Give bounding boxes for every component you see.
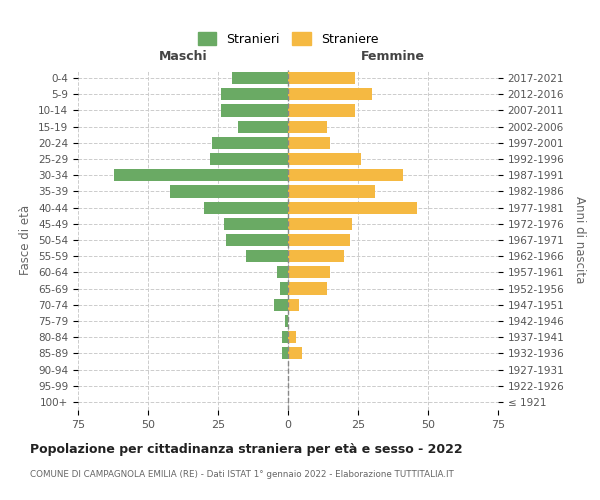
Bar (288, 169, 403, 181)
Bar (283, 348, 288, 360)
Bar (288, 218, 352, 230)
Bar (288, 266, 330, 278)
Bar (274, 298, 288, 311)
Bar (212, 137, 288, 149)
Bar (288, 186, 375, 198)
Bar (115, 169, 288, 181)
Bar (280, 282, 288, 294)
Bar (170, 186, 288, 198)
Bar (288, 250, 344, 262)
Legend: Stranieri, Straniere: Stranieri, Straniere (194, 28, 382, 50)
Bar (288, 234, 350, 246)
Bar (221, 104, 288, 117)
Bar (288, 298, 299, 311)
Bar (204, 202, 288, 213)
Bar (288, 348, 302, 360)
Y-axis label: Fasce di età: Fasce di età (19, 205, 32, 275)
Bar (288, 202, 417, 213)
Bar (232, 72, 288, 84)
Text: COMUNE DI CAMPAGNOLA EMILIA (RE) - Dati ISTAT 1° gennaio 2022 - Elaborazione TUT: COMUNE DI CAMPAGNOLA EMILIA (RE) - Dati … (30, 470, 454, 479)
Bar (238, 120, 288, 132)
Bar (288, 331, 296, 343)
Text: Femmine: Femmine (361, 50, 425, 63)
Bar (288, 137, 330, 149)
Bar (288, 88, 372, 101)
Bar (246, 250, 288, 262)
Bar (288, 282, 327, 294)
Bar (277, 266, 288, 278)
Text: Maschi: Maschi (158, 50, 208, 63)
Bar (288, 120, 327, 132)
Bar (221, 88, 288, 101)
Bar (209, 153, 288, 165)
Bar (283, 331, 288, 343)
Bar (288, 104, 355, 117)
Bar (224, 218, 288, 230)
Bar (288, 153, 361, 165)
Bar (226, 234, 288, 246)
Bar (288, 72, 355, 84)
Text: Popolazione per cittadinanza straniera per età e sesso - 2022: Popolazione per cittadinanza straniera p… (30, 442, 463, 456)
Y-axis label: Anni di nascita: Anni di nascita (573, 196, 586, 284)
Bar (285, 315, 288, 327)
